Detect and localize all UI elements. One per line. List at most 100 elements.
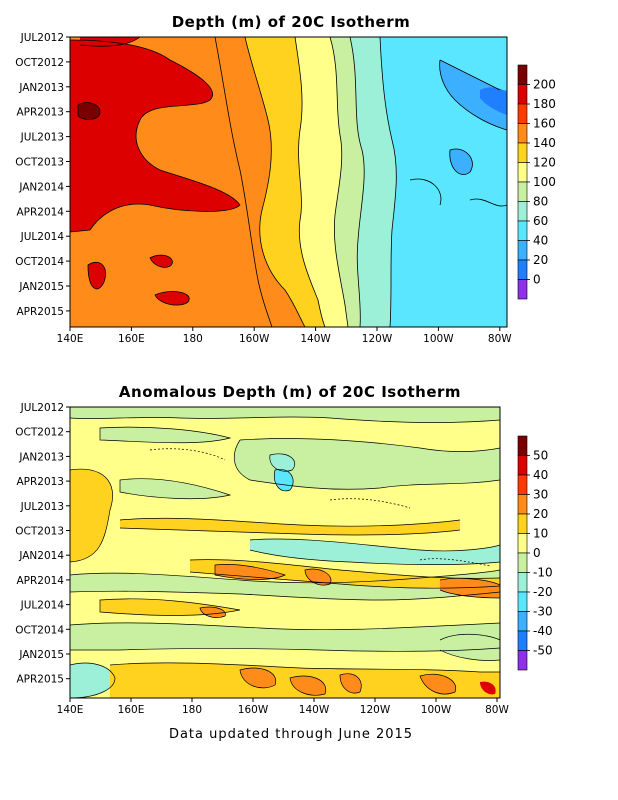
- top-y-tick-label: APR2014: [16, 206, 64, 218]
- top-colorbar-swatch: [517, 103, 528, 124]
- bot-field-band-neg-d: [120, 478, 230, 499]
- bot-field-patch-pos-j: [290, 675, 326, 696]
- bottom-y-tick-label: APR2014: [16, 575, 64, 587]
- bottom-y-tick-label: JAN2013: [18, 451, 64, 463]
- bottom-colorbar-label: 0: [533, 546, 541, 560]
- top-colorbar-label: 100: [533, 175, 556, 189]
- bottom-plot-frame: [69, 406, 501, 699]
- top-heatmap-field: [70, 37, 507, 327]
- bottom-colorbar-swatch: [517, 552, 528, 573]
- top-x-tick-label: 160E: [118, 333, 145, 345]
- bottom-panel: Anomalous Depth (m) of 20C Isotherm: [15, 383, 552, 716]
- top-colorbar-swatch: [517, 84, 528, 105]
- bottom-y-tick-label: APR2013: [16, 476, 64, 488]
- bot-field-band-pos-a: [70, 469, 113, 562]
- bottom-heatmap-field: [70, 407, 500, 698]
- bottom-y-tick-label: JUL2014: [20, 600, 65, 612]
- bottom-colorbar-swatch: [517, 650, 528, 671]
- footer-note: Data updated through June 2015: [169, 727, 413, 742]
- bottom-x-tick-label: 160E: [118, 704, 145, 716]
- bottom-colorbar-swatch: [517, 611, 528, 632]
- top-field-patch-180d: [88, 262, 106, 289]
- bot-field-patch-neg-h: [70, 663, 115, 698]
- top-colorbar-swatch: [517, 240, 528, 261]
- bot-field-band-neg-e: [250, 539, 500, 565]
- bottom-colorbar-label: -40: [533, 624, 553, 638]
- bot-field-patch-neg-1: [269, 453, 295, 472]
- bottom-colorbar-swatch: [517, 513, 528, 534]
- bottom-x-tick-label: 120W: [360, 704, 391, 716]
- bottom-colorbar-swatch: [517, 494, 528, 515]
- bottom-colorbar-label: 10: [533, 527, 548, 541]
- bottom-x-tick-label: 80W: [485, 704, 509, 716]
- top-colorbar-label: 120: [533, 156, 556, 170]
- top-colorbar-swatch: [517, 201, 528, 222]
- bottom-colorbar: 50 40 30 20 10 0 -10 -20 -30 -40 -50: [517, 435, 553, 671]
- bottom-y-tick-label: JUL2013: [20, 501, 64, 513]
- bot-field-band-neg-a: [70, 407, 500, 423]
- top-y-tick-label: APR2013: [16, 107, 64, 119]
- top-colorbar-swatch: [517, 279, 528, 300]
- bottom-x-tick-label: 100W: [421, 704, 452, 716]
- bottom-colorbar-swatch: [517, 630, 528, 651]
- top-plot-frame: [69, 36, 508, 328]
- top-x-tick-label: 80W: [488, 333, 512, 345]
- top-colorbar-swatch: [517, 220, 528, 241]
- bottom-x-tick-label: 160W: [238, 704, 269, 716]
- top-y-tick-label: JUL2014: [20, 231, 65, 243]
- top-colorbar-swatch: [517, 142, 528, 163]
- bottom-colorbar-swatch: [517, 455, 528, 476]
- bottom-y-tick-label: OCT2014: [15, 624, 64, 636]
- top-field-patch-40b: [449, 149, 473, 175]
- bottom-y-tick-label: JUL2012: [20, 402, 64, 414]
- top-colorbar-label: 0: [533, 273, 541, 287]
- top-colorbar-label: 20: [533, 253, 548, 267]
- top-chart-title: Depth (m) of 20C Isotherm: [172, 13, 411, 31]
- bottom-contours: [70, 416, 500, 698]
- top-x-tick-label: 180: [183, 333, 203, 345]
- top-colorbar-swatch: [517, 181, 528, 202]
- bottom-y-tick-label: JAN2014: [18, 550, 64, 562]
- bot-field-band-neg-g: [70, 622, 500, 652]
- bot-field-band-neg-b: [100, 427, 230, 443]
- top-x-tick-label: 120W: [362, 333, 393, 345]
- top-colorbar-swatch: [517, 259, 528, 280]
- top-colorbar-swatch: [517, 64, 528, 85]
- top-colorbar-label: 200: [533, 78, 556, 92]
- top-colorbar-label: 140: [533, 136, 556, 150]
- bot-field-patch-pos-e: [440, 578, 500, 598]
- bot-field-patch-pos-m: [480, 681, 496, 695]
- top-y-tick-label: JAN2014: [18, 181, 64, 193]
- top-colorbar-label: 160: [533, 117, 556, 131]
- top-colorbar-swatch: [517, 123, 528, 144]
- top-y-tick-label: JAN2013: [18, 82, 64, 94]
- top-field-band-180: [70, 40, 240, 232]
- bot-field-band-pos-b: [190, 559, 500, 589]
- bottom-colorbar-label: 40: [533, 468, 548, 482]
- bottom-x-tick-label: 140E: [57, 704, 84, 716]
- bottom-colorbar-label: 50: [533, 449, 548, 463]
- top-field-patch-20: [480, 87, 507, 115]
- top-y-tick-label: JUL2012: [20, 32, 64, 44]
- top-field-patch-200: [78, 102, 100, 120]
- top-colorbar-label: 40: [533, 234, 548, 248]
- bottom-x-tick-label: 140W: [299, 704, 330, 716]
- bottom-negative-contours: [149, 448, 491, 567]
- bottom-y-tick-label: OCT2013: [15, 526, 64, 538]
- top-x-tick-label: 140E: [57, 333, 84, 345]
- bottom-colorbar-swatch: [517, 572, 528, 593]
- top-x-tick-label: 160W: [239, 333, 270, 345]
- top-contours: [70, 37, 507, 327]
- bottom-colorbar-label: -10: [533, 566, 553, 580]
- top-colorbar-label: 180: [533, 97, 556, 111]
- top-x-tick-label: 100W: [423, 333, 454, 345]
- bottom-colorbar-swatch: [517, 533, 528, 554]
- bottom-colorbar-swatch: [517, 474, 528, 495]
- top-x-tick-label: 140W: [300, 333, 331, 345]
- bottom-chart-title: Anomalous Depth (m) of 20C Isotherm: [119, 383, 461, 401]
- bottom-y-tick-label: JAN2015: [18, 649, 64, 661]
- top-field-patch-180c: [155, 291, 190, 306]
- bot-field-band-neg-c: [234, 438, 500, 490]
